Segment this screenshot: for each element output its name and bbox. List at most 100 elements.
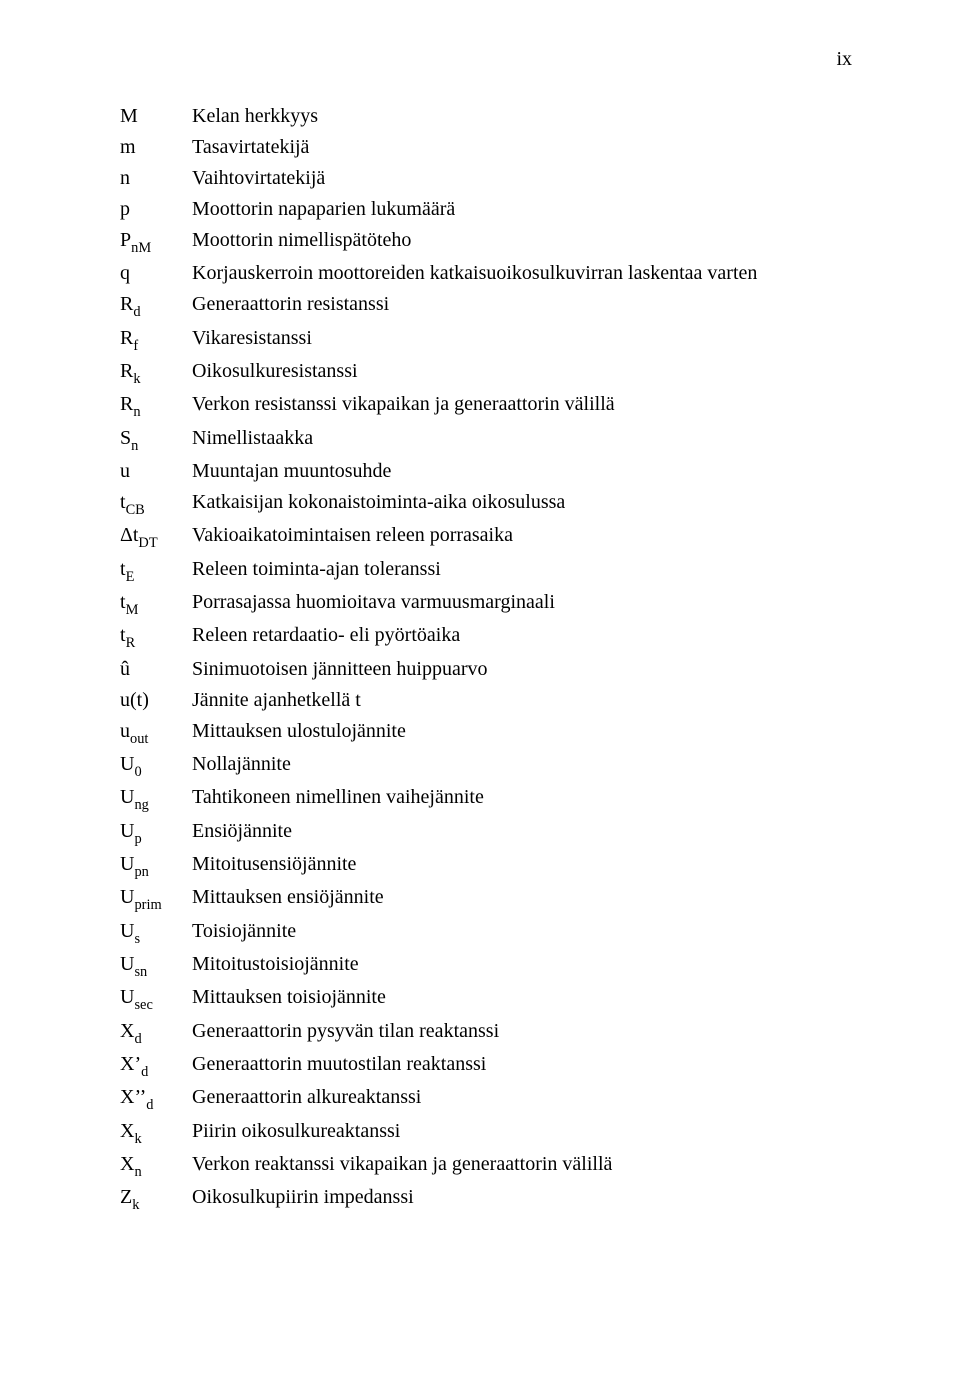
symbol-cell: Xd xyxy=(120,1016,192,1049)
definition-row: MKelan herkkyys xyxy=(120,101,860,132)
symbol-cell: Sn xyxy=(120,423,192,456)
definition-cell: Piirin oikosulkureaktanssi xyxy=(192,1116,860,1147)
definition-cell: Tasavirtatekijä xyxy=(192,132,860,163)
symbol-cell: uout xyxy=(120,716,192,749)
definition-cell: Toisiojännite xyxy=(192,916,860,947)
definition-cell: Generaattorin resistanssi xyxy=(192,289,860,320)
symbol-cell: Upn xyxy=(120,849,192,882)
symbol-cell: u xyxy=(120,456,192,487)
definition-cell: Sinimuotoisen jännitteen huippuarvo xyxy=(192,654,860,685)
symbol-cell: Rn xyxy=(120,389,192,422)
definition-row: RkOikosulkuresistanssi xyxy=(120,356,860,389)
definition-row: tRReleen retardaatio- eli pyörtöaika xyxy=(120,620,860,653)
definition-cell: Oikosulkuresistanssi xyxy=(192,356,860,387)
definition-row: RfVikaresistanssi xyxy=(120,323,860,356)
symbol-cell: Uprim xyxy=(120,882,192,915)
symbol-cell: X’d xyxy=(120,1049,192,1082)
definition-row: pMoottorin napaparien lukumäärä xyxy=(120,194,860,225)
definition-row: UprimMittauksen ensiöjännite xyxy=(120,882,860,915)
definition-row: tEReleen toiminta-ajan toleranssi xyxy=(120,554,860,587)
symbol-cell: U0 xyxy=(120,749,192,782)
definition-cell: Moottorin nimellispätöteho xyxy=(192,225,860,256)
symbol-cell: tE xyxy=(120,554,192,587)
definition-row: uoutMittauksen ulostulojännite xyxy=(120,716,860,749)
definition-cell: Generaattorin muutostilan reaktanssi xyxy=(192,1049,860,1080)
definition-cell: Vakioaikatoimintaisen releen porrasaika xyxy=(192,520,860,551)
definition-cell: Kelan herkkyys xyxy=(192,101,860,132)
definition-row: u(t)Jännite ajanhetkellä t xyxy=(120,685,860,716)
symbol-cell: n xyxy=(120,163,192,194)
definition-row: RdGeneraattorin resistanssi xyxy=(120,289,860,322)
definition-row: X’’dGeneraattorin alkureaktanssi xyxy=(120,1082,860,1115)
definition-cell: Korjauskerroin moottoreiden katkaisuoiko… xyxy=(192,258,860,289)
definition-row: XkPiirin oikosulkureaktanssi xyxy=(120,1116,860,1149)
symbol-cell: Xk xyxy=(120,1116,192,1149)
symbol-cell: û xyxy=(120,654,192,685)
definition-cell: Oikosulkupiirin impedanssi xyxy=(192,1182,860,1213)
definition-row: nVaihtovirtatekijä xyxy=(120,163,860,194)
symbol-cell: M xyxy=(120,101,192,132)
symbol-cell: tR xyxy=(120,620,192,653)
definition-cell: Generaattorin alkureaktanssi xyxy=(192,1082,860,1113)
definition-row: UsToisiojännite xyxy=(120,916,860,949)
definition-row: PnMMoottorin nimellispätöteho xyxy=(120,225,860,258)
symbol-cell: Rd xyxy=(120,289,192,322)
definition-cell: Nollajännite xyxy=(192,749,860,780)
definition-cell: Tahtikoneen nimellinen vaihejännite xyxy=(192,782,860,813)
symbol-cell: Usec xyxy=(120,982,192,1015)
definition-cell: Verkon resistanssi vikapaikan ja generaa… xyxy=(192,389,860,420)
definition-cell: Jännite ajanhetkellä t xyxy=(192,685,860,716)
definition-cell: Mittauksen ulostulojännite xyxy=(192,716,860,747)
symbol-cell: p xyxy=(120,194,192,225)
symbol-cell: Ung xyxy=(120,782,192,815)
definition-cell: Releen retardaatio- eli pyörtöaika xyxy=(192,620,860,651)
symbol-cell: Zk xyxy=(120,1182,192,1215)
definition-cell: Vaihtovirtatekijä xyxy=(192,163,860,194)
definition-row: qKorjauskerroin moottoreiden katkaisuoik… xyxy=(120,258,860,289)
definition-cell: Vikaresistanssi xyxy=(192,323,860,354)
definition-row: X’dGeneraattorin muutostilan reaktanssi xyxy=(120,1049,860,1082)
definition-cell: Releen toiminta-ajan toleranssi xyxy=(192,554,860,585)
definition-cell: Mitoitustoisiojännite xyxy=(192,949,860,980)
symbol-cell: ΔtDT xyxy=(120,520,192,553)
page-number: ix xyxy=(120,48,860,71)
symbol-cell: m xyxy=(120,132,192,163)
symbol-cell: PnM xyxy=(120,225,192,258)
definition-cell: Ensiöjännite xyxy=(192,816,860,847)
definition-row: UsecMittauksen toisiojännite xyxy=(120,982,860,1015)
definition-cell: Verkon reaktanssi vikapaikan ja generaat… xyxy=(192,1149,860,1180)
definition-cell: Muuntajan muuntosuhde xyxy=(192,456,860,487)
symbol-cell: tCB xyxy=(120,487,192,520)
definition-row: UngTahtikoneen nimellinen vaihejännite xyxy=(120,782,860,815)
symbol-cell: u(t) xyxy=(120,685,192,716)
definition-row: mTasavirtatekijä xyxy=(120,132,860,163)
definition-cell: Porrasajassa huomioitava varmuusmarginaa… xyxy=(192,587,860,618)
symbol-cell: X’’d xyxy=(120,1082,192,1115)
definition-cell: Mitoitusensiöjännite xyxy=(192,849,860,880)
definition-row: ZkOikosulkupiirin impedanssi xyxy=(120,1182,860,1215)
symbol-cell: Us xyxy=(120,916,192,949)
definition-cell: Nimellistaakka xyxy=(192,423,860,454)
definition-row: RnVerkon resistanssi vikapaikan ja gener… xyxy=(120,389,860,422)
symbol-cell: Rf xyxy=(120,323,192,356)
definition-row: ΔtDTVakioaikatoimintaisen releen porrasa… xyxy=(120,520,860,553)
definition-cell: Generaattorin pysyvän tilan reaktanssi xyxy=(192,1016,860,1047)
definition-row: XnVerkon reaktanssi vikapaikan ja genera… xyxy=(120,1149,860,1182)
symbol-cell: tM xyxy=(120,587,192,620)
definition-cell: Moottorin napaparien lukumäärä xyxy=(192,194,860,225)
symbol-cell: q xyxy=(120,258,192,289)
definition-cell: Katkaisijan kokonaistoiminta-aika oikosu… xyxy=(192,487,860,518)
definition-row: UpEnsiöjännite xyxy=(120,816,860,849)
symbol-cell: Up xyxy=(120,816,192,849)
definition-cell: Mittauksen ensiöjännite xyxy=(192,882,860,913)
definition-row: tCBKatkaisijan kokonaistoiminta-aika oik… xyxy=(120,487,860,520)
definitions-list: MKelan herkkyysmTasavirtatekijänVaihtovi… xyxy=(120,101,860,1216)
definition-row: tMPorrasajassa huomioitava varmuusmargin… xyxy=(120,587,860,620)
definition-row: XdGeneraattorin pysyvän tilan reaktanssi xyxy=(120,1016,860,1049)
definition-row: uMuuntajan muuntosuhde xyxy=(120,456,860,487)
definition-row: UsnMitoitustoisiojännite xyxy=(120,949,860,982)
symbol-cell: Rk xyxy=(120,356,192,389)
symbol-cell: Xn xyxy=(120,1149,192,1182)
definition-cell: Mittauksen toisiojännite xyxy=(192,982,860,1013)
definition-row: U0Nollajännite xyxy=(120,749,860,782)
